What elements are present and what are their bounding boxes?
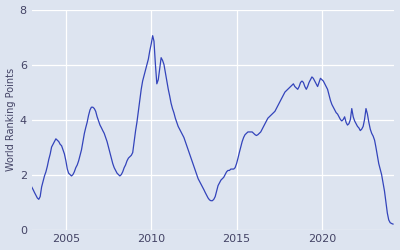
Y-axis label: World Ranking Points: World Ranking Points: [6, 68, 16, 171]
